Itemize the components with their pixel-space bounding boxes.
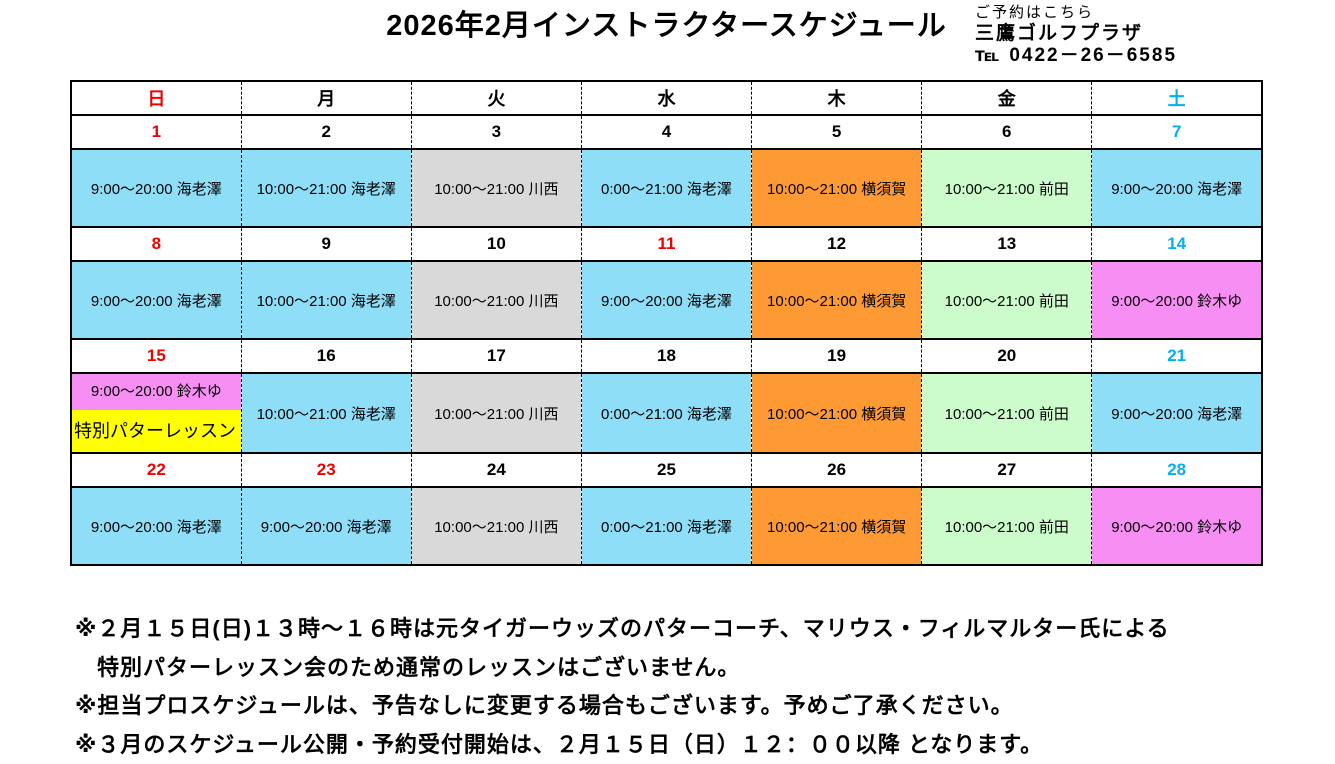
shop-name: 三鷹ゴルフプラザ [975, 24, 1177, 45]
day-header-wed: 水 [581, 81, 751, 115]
date-cell-6: 6 [922, 115, 1092, 149]
date-cell-26: 26 [752, 453, 922, 487]
day-header-tue: 火 [411, 81, 581, 115]
date-cell-22: 22 [71, 453, 241, 487]
schedule-cell: 10:00～21:00 海老澤 [241, 373, 411, 453]
date-cell-12: 12 [752, 227, 922, 261]
date-cell-24: 24 [411, 453, 581, 487]
schedule-cell: 9:00～20:00 鈴木ゆ [1092, 261, 1262, 339]
note-line-1: ※２月１５日(日)１３時～１６時は元タイガーウッズのパターコーチ、マリウス・フィ… [75, 610, 1170, 649]
schedule-cell: 0:00～21:00 海老澤 [581, 487, 751, 565]
date-cell-13: 13 [922, 227, 1092, 261]
schedule-cell-split: 9:00～20:00 鈴木ゆ特別パターレッスン [71, 373, 241, 453]
date-cell-14: 14 [1092, 227, 1262, 261]
schedule-cell: 10:00～21:00 前田 [922, 261, 1092, 339]
schedule-cell: 9:00～20:00 海老澤 [581, 261, 751, 339]
schedule-cell: 10:00～21:00 横須賀 [752, 373, 922, 453]
schedule-cell: 9:00～20:00 海老澤 [1092, 373, 1262, 453]
schedule-cell: 0:00～21:00 海老澤 [581, 149, 751, 227]
schedule-cell: 9:00～20:00 海老澤 [71, 149, 241, 227]
date-cell-28: 28 [1092, 453, 1262, 487]
date-cell-7: 7 [1092, 115, 1262, 149]
schedule-cell: 10:00～21:00 川西 [411, 261, 581, 339]
day-header-sat: 土 [1092, 81, 1262, 115]
day-header-sun: 日 [71, 81, 241, 115]
schedule-cell: 9:00～20:00 鈴木ゆ [1092, 487, 1262, 565]
tel-icon: ℡ [975, 45, 1001, 66]
date-cell-11: 11 [581, 227, 751, 261]
date-cell-8: 8 [71, 227, 241, 261]
schedule-cell: 10:00～21:00 海老澤 [241, 149, 411, 227]
date-cell-5: 5 [752, 115, 922, 149]
date-cell-21: 21 [1092, 339, 1262, 373]
date-cell-18: 18 [581, 339, 751, 373]
schedule-cell: 0:00～21:00 海老澤 [581, 373, 751, 453]
schedule-cell: 10:00～21:00 横須賀 [752, 261, 922, 339]
date-cell-3: 3 [411, 115, 581, 149]
phone-line: ℡ 0422－26－6585 [975, 46, 1177, 67]
special-lesson-label: 特別パターレッスン [72, 410, 241, 452]
note-line-2: 特別パターレッスン会のため通常のレッスンはございません。 [75, 649, 1170, 688]
date-cell-25: 25 [581, 453, 751, 487]
date-cell-19: 19 [752, 339, 922, 373]
date-cell-15: 15 [71, 339, 241, 373]
date-cell-16: 16 [241, 339, 411, 373]
schedule-cell: 10:00～21:00 前田 [922, 373, 1092, 453]
date-cell-17: 17 [411, 339, 581, 373]
day-header-fri: 金 [922, 81, 1092, 115]
day-header-mon: 月 [241, 81, 411, 115]
notes-block: ※２月１５日(日)１３時～１６時は元タイガーウッズのパターコーチ、マリウス・フィ… [75, 610, 1170, 764]
schedule-cell: 10:00～21:00 横須賀 [752, 149, 922, 227]
schedule-cell: 9:00～20:00 海老澤 [241, 487, 411, 565]
note-line-4: ※３月のスケジュール公開・予約受付開始は、２月１５日（日）１２：００以降 となり… [75, 726, 1170, 764]
date-cell-23: 23 [241, 453, 411, 487]
date-cell-27: 27 [922, 453, 1092, 487]
schedule-cell: 10:00～21:00 前田 [922, 487, 1092, 565]
schedule-cell: 9:00～20:00 海老澤 [1092, 149, 1262, 227]
schedule-cell: 10:00～21:00 川西 [411, 487, 581, 565]
schedule-cell: 9:00～20:00 海老澤 [71, 261, 241, 339]
schedule-cell: 9:00～20:00 海老澤 [71, 487, 241, 565]
schedule-cell: 10:00～21:00 海老澤 [241, 261, 411, 339]
date-cell-9: 9 [241, 227, 411, 261]
date-cell-20: 20 [922, 339, 1092, 373]
contact-block: ご予約はこちら 三鷹ゴルフプラザ ℡ 0422－26－6585 [975, 5, 1177, 67]
day-header-thu: 木 [752, 81, 922, 115]
date-cell-10: 10 [411, 227, 581, 261]
date-cell-2: 2 [241, 115, 411, 149]
reservation-label: ご予約はこちら [975, 5, 1177, 22]
date-cell-1: 1 [71, 115, 241, 149]
schedule-cell: 10:00～21:00 横須賀 [752, 487, 922, 565]
schedule-cell: 10:00～21:00 川西 [411, 373, 581, 453]
date-cell-4: 4 [581, 115, 751, 149]
note-line-3: ※担当プロスケジュールは、予告なしに変更する場合もございます。予めご了承ください… [75, 687, 1170, 726]
schedule-cell: 10:00～21:00 川西 [411, 149, 581, 227]
schedule-cell: 10:00～21:00 前田 [922, 149, 1092, 227]
day-header-row: 日月火水木金土 [71, 81, 1262, 115]
schedule-cell-time: 9:00～20:00 鈴木ゆ [72, 374, 241, 410]
phone-number: 0422－26－6585 [1009, 45, 1177, 66]
